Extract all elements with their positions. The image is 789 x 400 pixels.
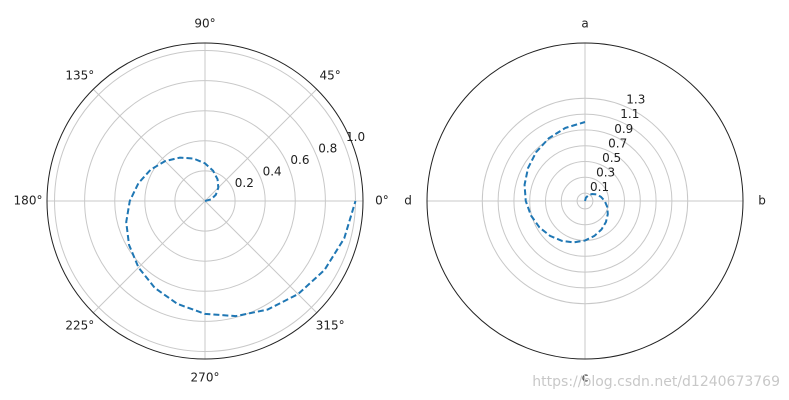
r-tick-label: 1.0 [346, 130, 365, 144]
theta-tick-label: 225° [65, 319, 94, 333]
r-tick-label: 1.3 [626, 93, 645, 107]
grid-spoke [204, 200, 318, 314]
r-tick-label: 0.7 [608, 136, 627, 150]
grid-spoke [204, 88, 318, 202]
theta-tick-label: 0° [375, 194, 389, 208]
theta-tick-label: a [581, 17, 588, 31]
watermark: https://blog.csdn.net/d1240673769 [532, 374, 780, 390]
theta-tick-label: 180° [14, 194, 43, 208]
theta-tick-label: 315° [316, 319, 345, 333]
theta-tick-label: d [404, 194, 412, 208]
theta-tick-label: 90° [194, 17, 215, 31]
r-tick-label: 0.2 [235, 176, 254, 190]
r-tick-label: 0.3 [596, 166, 615, 180]
r-tick-label: 1.1 [620, 107, 639, 121]
polar-frame [426, 42, 744, 360]
spiral-line [125, 156, 357, 318]
grid-spoke [92, 200, 206, 314]
r-tick-label: 0.6 [290, 153, 309, 167]
grid-spoke [92, 88, 206, 202]
r-tick-label: 0.5 [602, 151, 621, 165]
theta-tick-label: 270° [191, 371, 220, 385]
r-tick-label: 0.9 [614, 122, 633, 136]
r-tick-label: 0.8 [318, 141, 337, 155]
r-tick-label: 0.1 [590, 180, 609, 194]
theta-tick-label: 135° [65, 68, 94, 82]
r-tick-label: 0.4 [263, 164, 282, 178]
theta-tick-label: b [758, 194, 766, 208]
theta-tick-label: c [582, 371, 589, 385]
theta-tick-label: 45° [320, 68, 341, 82]
spiral-line [523, 121, 609, 244]
polar-frame [46, 42, 364, 360]
